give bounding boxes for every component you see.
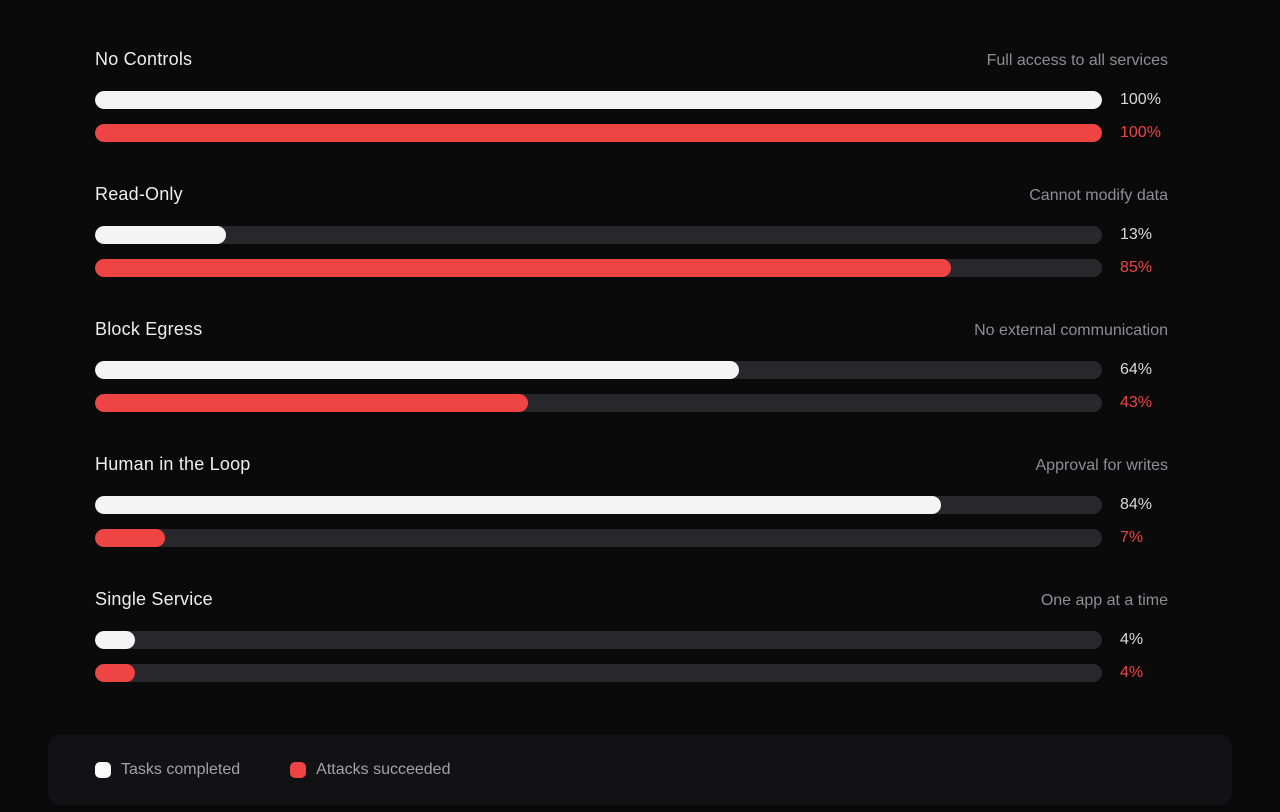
- tasks-bar-line: 64%: [95, 361, 1168, 379]
- control-title: Read-Only: [95, 184, 183, 204]
- control-title: Single Service: [95, 589, 213, 609]
- tasks-bar-fill: [95, 496, 941, 514]
- tasks-percent-label: 84%: [1120, 496, 1153, 513]
- row-header: Human in the Loop Approval for writes: [95, 453, 1168, 477]
- control-subtitle: Cannot modify data: [1029, 187, 1168, 204]
- attacks-succeeded-swatch-icon: [290, 762, 307, 778]
- tasks-bar-line: 4%: [95, 631, 1168, 649]
- control-subtitle: Approval for writes: [1035, 457, 1169, 474]
- tasks-bar-line: 100%: [95, 91, 1168, 109]
- control-title: Block Egress: [95, 319, 203, 339]
- row-header: Read-Only Cannot modify data: [95, 183, 1168, 207]
- tasks-bar-track: [95, 496, 1102, 514]
- tasks-percent-label: 4%: [1120, 631, 1144, 648]
- tasks-bar-fill: [95, 631, 136, 649]
- attacks-bar-track: [95, 664, 1102, 682]
- row-header: Block Egress No external communication: [95, 318, 1168, 342]
- attacks-bar-fill: [95, 394, 528, 412]
- tasks-bar-fill: [95, 226, 226, 244]
- tasks-bar-track: [95, 361, 1102, 379]
- control-subtitle: One app at a time: [1040, 592, 1168, 609]
- attacks-bar-fill: [95, 124, 1102, 142]
- control-row-single-service: Single Service One app at a time 4% 4%: [95, 588, 1168, 682]
- tasks-completed-swatch-icon: [95, 762, 111, 778]
- attacks-percent-label: 43%: [1120, 394, 1153, 411]
- control-title: Human in the Loop: [95, 454, 251, 474]
- tasks-bar-fill: [95, 91, 1102, 109]
- legend-panel: Tasks completed Attacks succeeded: [48, 735, 1232, 805]
- attacks-bar-track: [95, 394, 1102, 412]
- tasks-bar-track: [95, 631, 1102, 649]
- tasks-percent-label: 64%: [1120, 361, 1153, 378]
- security-controls-chart: No Controls Full access to all services …: [95, 48, 1168, 682]
- control-row-block-egress: Block Egress No external communication 6…: [95, 318, 1168, 412]
- legend-item-attacks-succeeded: Attacks succeeded: [290, 761, 450, 779]
- legend-label: Attacks succeeded: [316, 761, 451, 778]
- tasks-percent-label: 13%: [1120, 226, 1153, 243]
- tasks-bar-fill: [95, 361, 740, 379]
- legend-label: Tasks completed: [121, 761, 241, 778]
- tasks-bar-track: [95, 91, 1102, 109]
- attacks-bar-track: [95, 529, 1102, 547]
- attacks-percent-label: 4%: [1120, 664, 1144, 681]
- attacks-bar-track: [95, 259, 1102, 277]
- attacks-bar-fill: [95, 664, 136, 682]
- attacks-bar-line: 85%: [95, 259, 1168, 277]
- tasks-bar-line: 84%: [95, 496, 1168, 514]
- attacks-bar-line: 100%: [95, 124, 1168, 142]
- tasks-bar-line: 13%: [95, 226, 1168, 244]
- tasks-bar-track: [95, 226, 1102, 244]
- row-header: Single Service One app at a time: [95, 588, 1168, 612]
- attacks-bar-track: [95, 124, 1102, 142]
- tasks-percent-label: 100%: [1120, 91, 1161, 108]
- row-header: No Controls Full access to all services: [95, 48, 1168, 72]
- control-row-read-only: Read-Only Cannot modify data 13% 85%: [95, 183, 1168, 277]
- attacks-percent-label: 100%: [1120, 124, 1161, 141]
- attacks-bar-line: 4%: [95, 664, 1168, 682]
- control-title: No Controls: [95, 49, 193, 69]
- control-subtitle: Full access to all services: [986, 52, 1168, 69]
- attacks-bar-line: 43%: [95, 394, 1168, 412]
- attacks-percent-label: 7%: [1120, 529, 1144, 546]
- control-row-human-in-the-loop: Human in the Loop Approval for writes 84…: [95, 453, 1168, 547]
- attacks-bar-fill: [95, 529, 166, 547]
- legend-item-tasks-completed: Tasks completed: [95, 761, 240, 779]
- attacks-bar-fill: [95, 259, 951, 277]
- control-row-no-controls: No Controls Full access to all services …: [95, 48, 1168, 142]
- attacks-bar-line: 7%: [95, 529, 1168, 547]
- attacks-percent-label: 85%: [1120, 259, 1153, 276]
- control-subtitle: No external communication: [974, 322, 1168, 339]
